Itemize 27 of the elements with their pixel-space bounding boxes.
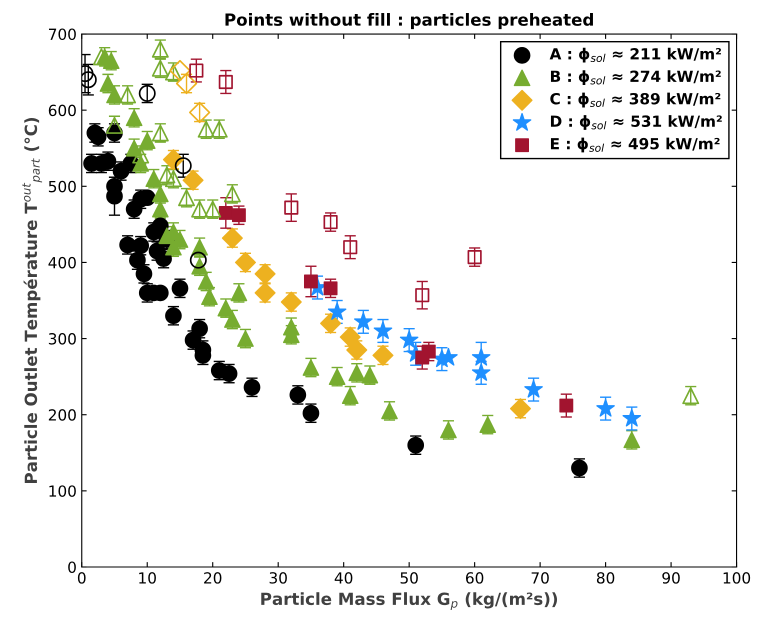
- x-tick-label: 90: [662, 572, 680, 584]
- legend-label: B : ϕ$_{sol}$ ≈ 274 kW/m²: [550, 70, 721, 86]
- y-tick-label: 400: [48, 256, 76, 268]
- x-tick-label: 100: [724, 572, 750, 584]
- y-axis-title: Particle Outlet Température T$^{out}$$_{part}$ (°C): [22, 118, 42, 483]
- legend-label: A : ϕ$_{sol}$ ≈ 211 kW/m²: [550, 48, 721, 63]
- x-tick-label: 80: [596, 572, 614, 584]
- x-tick-label: 10: [139, 572, 156, 584]
- y-tick-label: 500: [48, 180, 76, 192]
- x-tick-label: 40: [334, 572, 352, 584]
- chart-title: Points without fill : particles preheated: [226, 13, 593, 30]
- y-tick-label: 100: [49, 485, 76, 497]
- y-tick-label: 200: [48, 409, 76, 421]
- x-axis-title: Particle Mass Flux G$_{p}$ (kg/(m²s)): [261, 592, 558, 610]
- legend-label: C : ϕ$_{sol}$ ≈ 389 kW/m²: [550, 92, 720, 108]
- x-tick-label: 0: [78, 572, 86, 584]
- legend-label: D : ϕ$_{sol}$ ≈ 531 kW/m²: [550, 115, 722, 130]
- y-tick-label: 600: [48, 104, 76, 116]
- y-tick-label: 700: [48, 28, 76, 40]
- x-tick-label: 20: [204, 572, 222, 584]
- x-tick-label: 70: [532, 572, 549, 584]
- x-tick-label: 30: [270, 572, 287, 584]
- legend-label: E : ϕ$_{sol}$ ≈ 495 kW/m²: [550, 138, 720, 152]
- y-tick-label: 300: [48, 333, 76, 345]
- y-tick-label: 0: [68, 561, 76, 574]
- x-tick-label: 50: [400, 572, 418, 584]
- x-tick-label: 60: [466, 572, 484, 584]
